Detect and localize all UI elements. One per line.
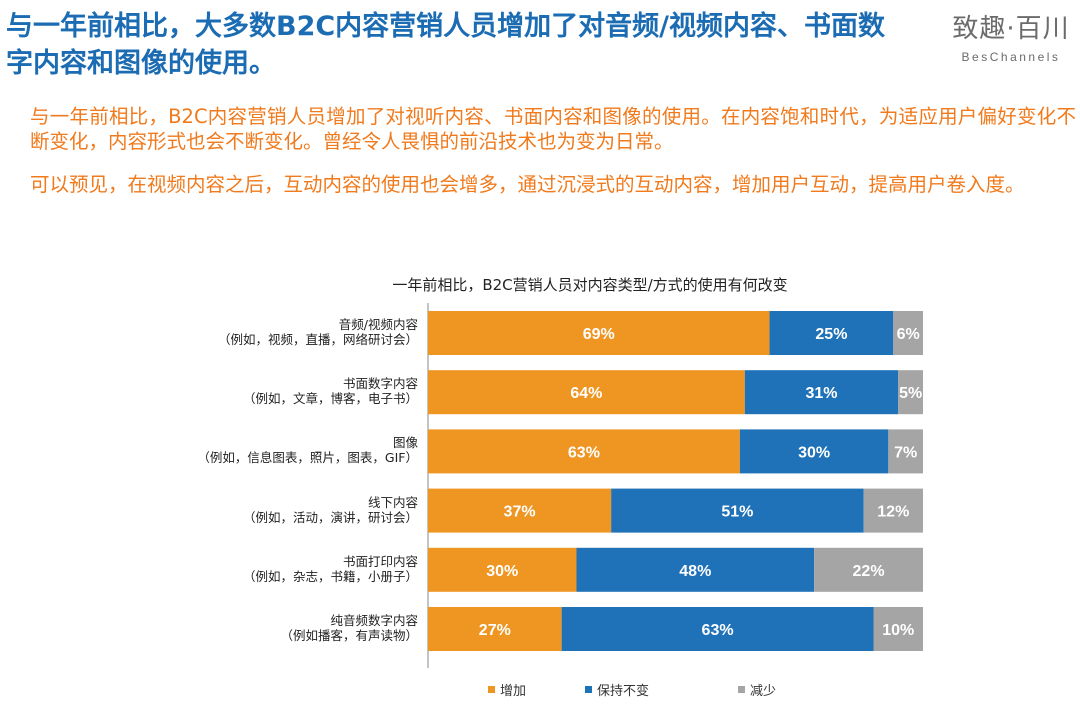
- bar-segment: [873, 607, 923, 651]
- category-label: 图像 （例如，信息图表，照片，图表，GIF）: [18, 435, 418, 465]
- forecast-paragraph: 可以预见，在视频内容之后，互动内容的使用也会增多，通过沉浸式的互动内容，增加用户…: [30, 173, 1025, 196]
- data-label: 48%: [679, 563, 711, 580]
- category-label: 书面打印内容 （例如，杂志，书籍，小册子）: [18, 554, 418, 584]
- category-name: 图像: [392, 435, 418, 451]
- data-label: 7%: [894, 444, 917, 461]
- category-example: （例如，文章，博客，电子书）: [242, 391, 418, 407]
- category-name: 音频/视频内容: [338, 317, 418, 332]
- legend-swatch: [585, 686, 592, 693]
- data-label: 12%: [877, 504, 909, 521]
- category-label: 音频/视频内容 （例如，视频，直播，网络研讨会）: [18, 317, 418, 347]
- bar-segment: [888, 429, 923, 474]
- bar-segment: [893, 311, 923, 355]
- intro-paragraph: 与一年前相比，B2C内容营销人员增加了对视听内容、书面内容和图像的使用。在内容饱…: [30, 105, 1076, 153]
- legend-label: 保持不变: [597, 684, 650, 699]
- bar-segment: [428, 547, 577, 592]
- bar-segment: [611, 488, 864, 533]
- data-label: 30%: [798, 444, 830, 461]
- category-example: （例如，视频，直播，网络研讨会）: [217, 332, 418, 347]
- data-label: 10%: [882, 622, 914, 639]
- category-example: （例如，信息图表，照片，图表，GIF）: [197, 450, 418, 466]
- category-name: 书面打印内容: [342, 553, 418, 569]
- data-label: 5%: [899, 385, 922, 402]
- bar-segment: [428, 607, 562, 651]
- category-label: 线下内容 （例如，活动，演讲，研讨会）: [18, 495, 418, 525]
- bar-segment: [428, 488, 612, 533]
- data-label: 22%: [853, 563, 885, 580]
- legend-swatch: [738, 686, 745, 693]
- chart-title: 一年前相比，B2C营销人员对内容类型/方式的使用有何改变: [392, 276, 788, 294]
- category-example: （例如，杂志，书籍，小册子）: [242, 568, 418, 584]
- data-label: 64%: [570, 385, 602, 402]
- bar-segment: [428, 429, 740, 474]
- data-label: 25%: [815, 326, 847, 343]
- data-label: 63%: [568, 444, 600, 461]
- legend-item: 增加: [488, 680, 526, 699]
- data-label: 27%: [479, 622, 511, 639]
- category-label: 书面数字内容 （例如，文章，博客，电子书）: [18, 376, 418, 406]
- bar-segment: [863, 488, 923, 533]
- bar-segment: [576, 547, 815, 592]
- data-label: 69%: [583, 326, 615, 343]
- chart-legend: 增加 保持不变 减少: [0, 680, 1080, 700]
- bar-segment: [561, 607, 874, 651]
- legend-item: 保持不变: [585, 680, 649, 699]
- bar-segment: [744, 370, 899, 415]
- category-name: 书面数字内容: [342, 376, 418, 392]
- brand-logo: 致趣·百川 BesChannels: [946, 12, 1076, 64]
- bar-segment: [898, 370, 923, 415]
- data-label: 6%: [897, 326, 920, 343]
- data-label: 51%: [721, 504, 753, 521]
- logo-chinese: 致趣·百川: [952, 14, 1070, 44]
- data-label: 37%: [504, 504, 536, 521]
- bar-segment: [428, 311, 770, 355]
- category-name: 纯音频数字内容: [330, 613, 418, 628]
- bar-segment: [769, 311, 894, 355]
- bar-segment: [739, 429, 889, 474]
- legend-label: 减少: [750, 684, 777, 699]
- bar-segment: [428, 370, 745, 415]
- data-label: 63%: [702, 622, 734, 639]
- page-headline: 与一年前相比，大多数B2C内容营销人员增加了对音频/视频内容、书面数字内容和图像…: [6, 11, 886, 79]
- legend-label: 增加: [500, 684, 527, 699]
- data-label: 31%: [806, 385, 838, 402]
- data-label: 30%: [486, 563, 518, 580]
- category-name: 线下内容: [367, 494, 418, 510]
- legend-swatch: [488, 686, 495, 693]
- logo-english: BesChannels: [961, 50, 1061, 64]
- bar-segment: [814, 547, 923, 592]
- category-example: （例如播客，有声读物）: [280, 628, 418, 643]
- category-example: （例如，活动，演讲，研讨会）: [242, 509, 418, 525]
- legend-item: 减少: [738, 680, 776, 699]
- category-label: 纯音频数字内容 （例如播客，有声读物）: [18, 613, 418, 643]
